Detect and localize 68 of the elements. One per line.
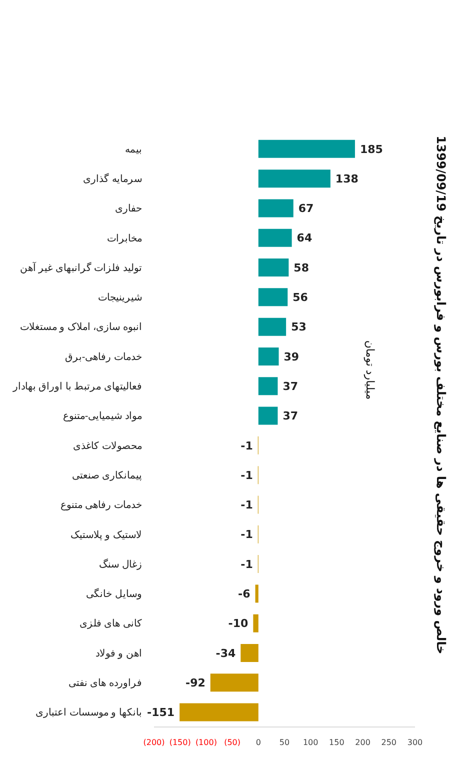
y-tick-label: بانکها و موسسات اعتباری: [36, 708, 142, 719]
bar: [258, 258, 289, 277]
data-label: -1: [240, 468, 253, 482]
bar: [258, 140, 355, 158]
data-label: -34: [216, 646, 236, 660]
y-tick-label: کانی های فلزی: [79, 618, 142, 630]
data-label: 67: [298, 202, 314, 216]
data-label: 58: [294, 261, 309, 274]
y-tick-label: پیمانکاری صنعتی: [72, 470, 142, 482]
x-tick-label: 0: [256, 738, 261, 747]
bar: [258, 170, 330, 188]
y-tick-label: بیمه: [125, 144, 142, 156]
data-label: 37: [282, 380, 298, 393]
y-tick-label: اهن و فولاد: [95, 648, 142, 660]
y-tick-label: خدمات رفاهی متنوع: [60, 500, 142, 512]
y-axis-title: میلیارد تومان: [364, 339, 376, 402]
data-label: -1: [240, 439, 253, 452]
y-tick-label: محصولات کاغذی: [73, 440, 142, 452]
y-tick-label: مخابرات: [107, 233, 142, 244]
x-tick-label: 250: [381, 738, 397, 747]
y-tick-label: تولید فلزات گرانبهای غیر آهن: [20, 260, 142, 274]
data-label: 56: [292, 291, 308, 304]
bar: [180, 703, 258, 722]
data-label: 53: [291, 320, 306, 334]
x-tick-label: 150: [329, 738, 344, 747]
bar: [253, 614, 258, 632]
y-tick-label: لاستیک و پلاستیک: [70, 530, 142, 541]
y-tick-label: فعالیتهای مرتبط با اوراق بهادار: [12, 382, 142, 393]
y-tick-label: وسایل خانگی: [86, 588, 142, 600]
bar: [258, 228, 292, 247]
bar: [258, 199, 294, 218]
bar: [258, 288, 288, 306]
x-tick-label: (100): [195, 738, 217, 747]
bar: [258, 318, 286, 336]
data-label: -151: [147, 706, 175, 720]
y-tick-label: شیرینیجات: [98, 292, 142, 304]
data-label: 39: [284, 350, 300, 364]
data-label: 138: [335, 172, 358, 186]
bar: [258, 406, 278, 425]
bar: [258, 377, 278, 396]
data-label: 185: [360, 142, 383, 156]
y-tick-label: مواد شیمیایی-متنوع: [62, 411, 142, 422]
data-label: -10: [228, 617, 249, 630]
x-tick-label: (50): [224, 738, 241, 747]
text: خالص ورود و خروج حقیقی ها در صنایع مختلف بورس و فرابورس در تاریخ 1399/09/19: [434, 135, 448, 655]
bar: [210, 674, 258, 692]
bar: [255, 584, 258, 603]
y-tick-label: زغال سنگ: [99, 558, 142, 570]
data-label: 37: [282, 410, 298, 423]
x-tick-label: (200): [143, 738, 165, 747]
bar: [258, 347, 279, 366]
x-tick-label: 50: [279, 738, 290, 747]
data-label: -6: [238, 588, 251, 601]
y-tick-label: انبوه سازی، املاک و مستغلات: [20, 322, 142, 334]
y-tick-label: فراورده های نفتی: [68, 678, 142, 690]
x-tick-label: 200: [355, 738, 370, 747]
data-label: -1: [240, 498, 253, 512]
data-label: -92: [186, 676, 206, 690]
bar: [240, 644, 258, 662]
x-tick-label: 300: [407, 738, 423, 747]
y-tick-label: خدمات رفاهی-برق: [64, 352, 142, 363]
data-label: -1: [240, 528, 253, 542]
x-tick-label: 100: [302, 738, 318, 747]
y-tick-label: حفاری: [115, 204, 142, 215]
data-label: 64: [296, 232, 312, 245]
x-tick-label: (150): [169, 738, 191, 747]
y-tick-label: سرمایه گذاری: [83, 172, 142, 185]
data-label: -1: [240, 558, 253, 571]
